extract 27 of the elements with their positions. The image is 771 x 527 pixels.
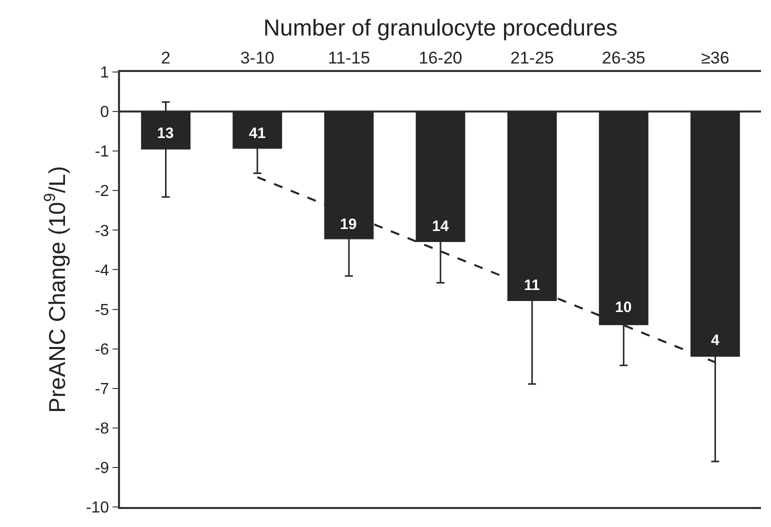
y-tick-label: 0	[100, 104, 110, 122]
y-tick-label: -10	[86, 500, 110, 517]
y-tick-label: -6	[94, 341, 110, 358]
y-tick-label: -7	[94, 380, 110, 398]
x-tick-label: 2	[161, 48, 171, 68]
x-tick-label: 11-15	[328, 48, 370, 68]
annotation: 10	[615, 299, 632, 316]
y-tick-label: -4	[94, 262, 110, 280]
annotation: 41	[249, 125, 266, 142]
x-tick-label: 26-35	[602, 48, 646, 68]
x-axis-title: Number of granulocyte procedures	[263, 14, 618, 40]
y-tick-label: 1	[100, 64, 110, 82]
x-tick-label: 16-20	[418, 48, 462, 68]
y-tick-label: -9	[94, 460, 110, 478]
annotation: 14	[432, 218, 450, 235]
y-tick-label: -8	[94, 420, 110, 438]
x-tick-label: ≥36	[701, 48, 730, 68]
x-tick-label: 3-10	[240, 48, 274, 68]
annotation: 11	[524, 277, 540, 294]
y-tick-label: -5	[94, 302, 110, 319]
annotation: 13	[157, 125, 174, 142]
x-tick-label: 21-25	[510, 48, 554, 68]
y-tick-label: -1	[94, 144, 110, 161]
annotation: 19	[340, 216, 357, 233]
annotation: 4	[711, 332, 720, 349]
y-tick-label: -2	[94, 183, 110, 200]
y-tick-label: -3	[94, 222, 110, 240]
